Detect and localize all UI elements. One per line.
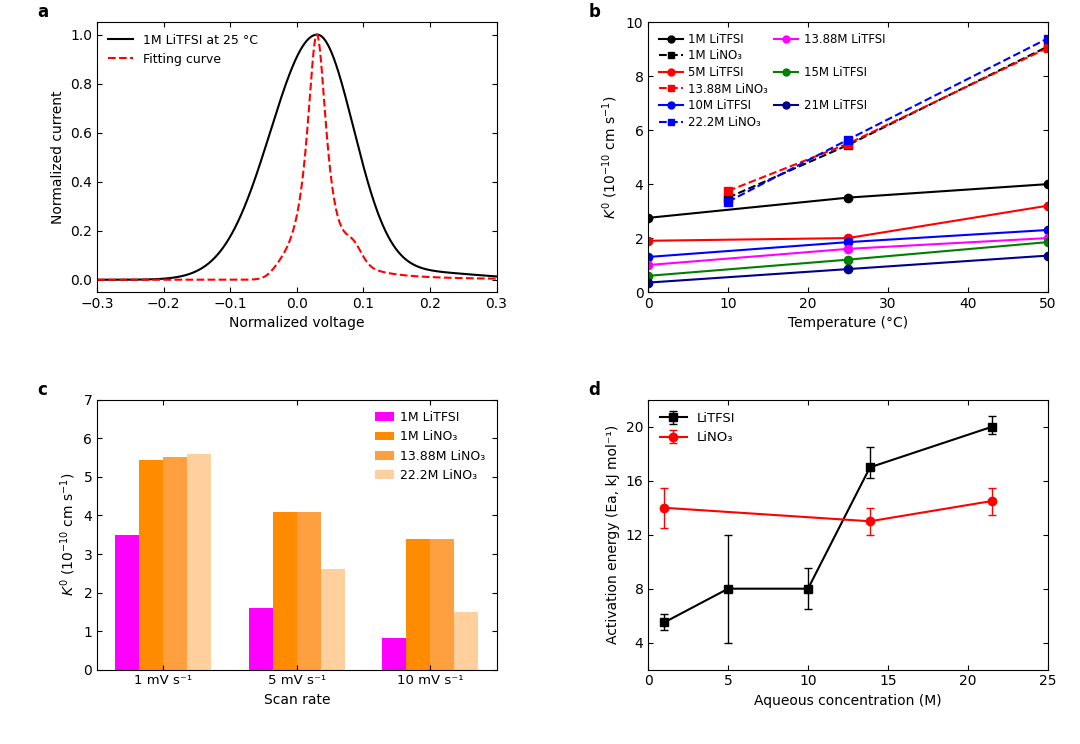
Text: a: a [38, 3, 49, 21]
X-axis label: Temperature (°C): Temperature (°C) [788, 316, 908, 330]
Fitting curve [244, 275, 257, 284]
X-axis label: Aqueous concentration (M): Aqueous concentration (M) [754, 694, 942, 708]
1M LiTFSI at 25 °C [160, 274, 173, 283]
1M LiTFSI at 25 °C [311, 30, 324, 39]
Y-axis label: Normalized current: Normalized current [51, 91, 65, 224]
Y-axis label: $K^0$ ($10^{-10}$ cm s$^{-1}$): $K^0$ ($10^{-10}$ cm s$^{-1}$) [58, 473, 78, 597]
Bar [248, 608, 273, 670]
Bar [382, 638, 406, 670]
1M LiTFSI at 25 °C [136, 275, 149, 284]
1M LiTFSI at 25 °C [440, 268, 453, 277]
Legend: 1M LiTFSI, 1M LiNO₃, 5M LiTFSI, 13.88M LiNO₃, 10M LiTFSI, 22.2M LiNO₃, 13.88M Li: 1M LiTFSI, 1M LiNO₃, 5M LiTFSI, 13.88M L… [654, 28, 890, 133]
X-axis label: Normalized voltage: Normalized voltage [229, 316, 365, 330]
Bar [116, 535, 139, 670]
1M LiTFSI at 25 °C [261, 135, 274, 144]
Bar [430, 539, 455, 670]
Legend: 1M LiTFSI, 1M LiNO₃, 13.88M LiNO₃, 22.2M LiNO₃: 1M LiTFSI, 1M LiNO₃, 13.88M LiNO₃, 22.2M… [370, 406, 490, 487]
Legend: LiTFSI, LiNO₃: LiTFSI, LiNO₃ [654, 406, 741, 449]
Bar [139, 460, 163, 670]
Bar [273, 513, 297, 670]
Bar [188, 454, 212, 670]
1M LiTFSI at 25 °C [490, 272, 503, 281]
Line: Fitting curve: Fitting curve [97, 34, 497, 280]
Bar [321, 569, 345, 670]
Legend: 1M LiTFSI at 25 °C, Fitting curve: 1M LiTFSI at 25 °C, Fitting curve [104, 28, 264, 71]
Fitting curve [440, 273, 453, 282]
Bar [406, 539, 430, 670]
Line: 1M LiTFSI at 25 °C: 1M LiTFSI at 25 °C [97, 34, 497, 280]
Text: c: c [38, 380, 48, 399]
Fitting curve [261, 270, 274, 279]
Bar [455, 612, 478, 670]
1M LiTFSI at 25 °C [483, 272, 496, 280]
Y-axis label: $K^0$ ($10^{-10}$ cm s$^{-1}$): $K^0$ ($10^{-10}$ cm s$^{-1}$) [600, 95, 620, 219]
Fitting curve [160, 275, 173, 284]
Fitting curve [136, 275, 149, 284]
Fitting curve [490, 275, 503, 283]
Fitting curve [483, 274, 496, 283]
Fitting curve [310, 30, 323, 39]
Bar [163, 457, 188, 670]
Y-axis label: Activation energy (Ea, kJ mol⁻¹): Activation energy (Ea, kJ mol⁻¹) [606, 425, 620, 644]
Fitting curve [91, 275, 104, 284]
Text: d: d [589, 380, 600, 399]
1M LiTFSI at 25 °C [244, 187, 257, 196]
Bar [297, 513, 321, 670]
X-axis label: Scan rate: Scan rate [264, 693, 330, 707]
Text: b: b [589, 3, 600, 21]
1M LiTFSI at 25 °C [91, 275, 104, 284]
